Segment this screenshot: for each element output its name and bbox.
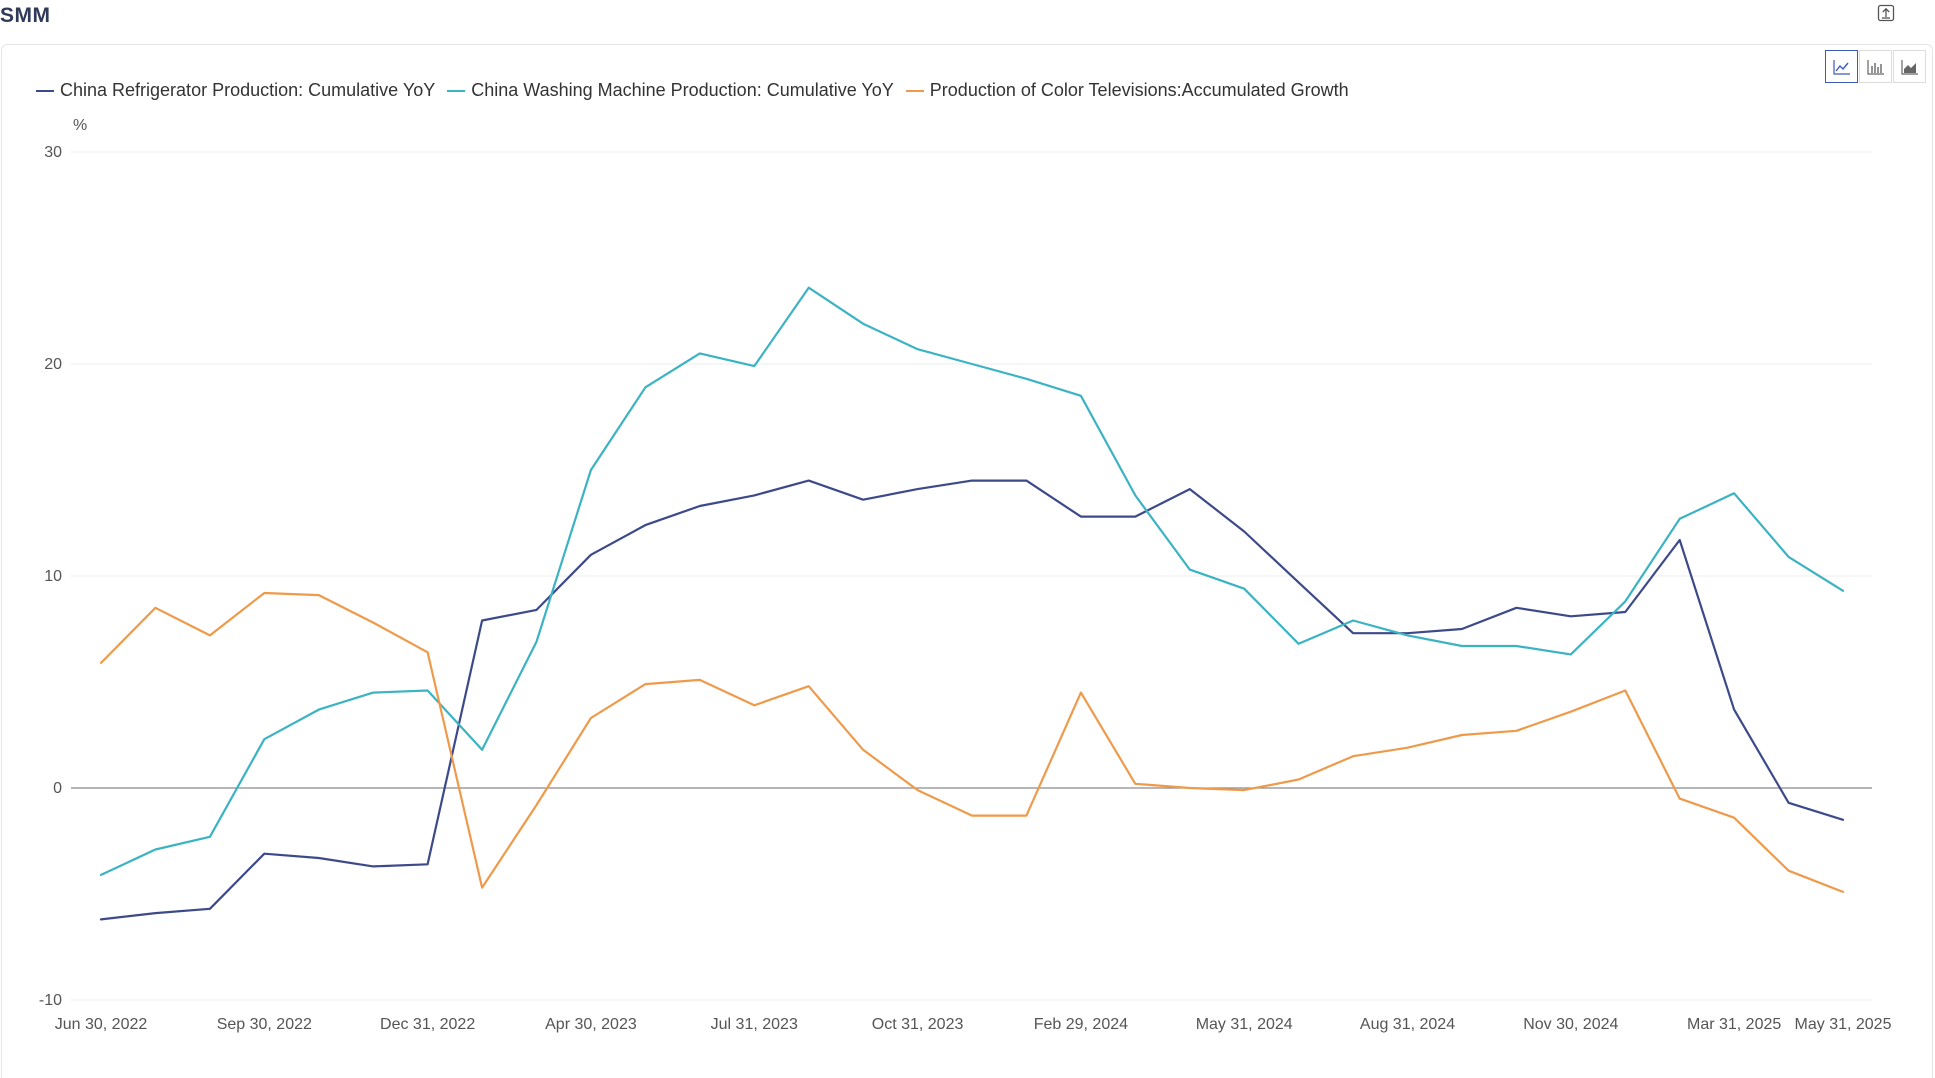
chart-panel [1, 44, 1933, 1078]
y-tick-label: 10 [44, 568, 62, 585]
legend-item-washing-machine[interactable]: China Washing Machine Production: Cumula… [447, 80, 894, 101]
x-tick-label: Mar 31, 2025 [1687, 1016, 1781, 1033]
line-chart-button[interactable] [1825, 50, 1858, 83]
x-tick-label: Apr 30, 2023 [545, 1016, 637, 1033]
x-tick-label: Nov 30, 2024 [1523, 1016, 1618, 1033]
export-icon [1877, 4, 1895, 22]
bar-chart-button[interactable] [1859, 50, 1892, 83]
y-tick-label: 30 [44, 144, 62, 161]
legend-label-color-tv: Production of Color Televisions:Accumula… [929, 80, 1349, 100]
legend-label-washing-machine: China Washing Machine Production: Cumula… [471, 80, 894, 100]
x-tick-label: Dec 31, 2022 [380, 1016, 475, 1033]
y-tick-label: 0 [53, 780, 62, 797]
bar-chart-icon [1866, 59, 1884, 75]
series-layer [99, 286, 1845, 921]
legend-label-refrigerator: China Refrigerator Production: Cumulativ… [60, 80, 436, 100]
chart-type-switcher [1824, 50, 1926, 83]
legend-swatch-washing-machine [447, 89, 466, 92]
y-tick-label: 20 [44, 356, 62, 373]
series-line-0[interactable] [99, 479, 1845, 921]
legend-item-refrigerator[interactable]: China Refrigerator Production: Cumulativ… [36, 80, 435, 101]
x-tick-label: Jun 30, 2022 [55, 1016, 148, 1033]
series-line-1[interactable] [99, 286, 1845, 877]
series-line-2[interactable] [99, 591, 1845, 894]
brand-logo-text: SMM [0, 4, 51, 27]
x-tick-label: Sep 30, 2022 [217, 1016, 312, 1033]
axis-layer: 30 20 10 0 -10 Jun 30, 2022 Sep 30, 2022 Dec 31… [39, 144, 1892, 1033]
area-chart-icon [1900, 59, 1918, 75]
y-axis-unit-label: % [73, 117, 87, 134]
x-tick-label: Aug 31, 2024 [1360, 1016, 1455, 1033]
area-chart-button[interactable] [1893, 50, 1926, 83]
legend-swatch-refrigerator [36, 89, 54, 92]
legend-item-color-tv[interactable]: Production of Color Televisions:Accumula… [905, 80, 1349, 101]
chart-legend: China Refrigerator Production: Cumulativ… [36, 80, 1361, 101]
x-tick-label: Feb 29, 2024 [1034, 1016, 1128, 1033]
x-tick-label: Jul 31, 2023 [711, 1016, 798, 1033]
grid-layer [71, 151, 1872, 1001]
x-tick-label: May 31, 2024 [1196, 1016, 1293, 1033]
legend-swatch-color-tv [905, 89, 924, 92]
line-chart-icon [1832, 59, 1850, 75]
export-button[interactable] [1877, 4, 1895, 22]
x-tick-label: Oct 31, 2023 [872, 1016, 964, 1033]
y-tick-label: -10 [39, 992, 62, 1009]
x-tick-label: May 31, 2025 [1795, 1016, 1892, 1033]
